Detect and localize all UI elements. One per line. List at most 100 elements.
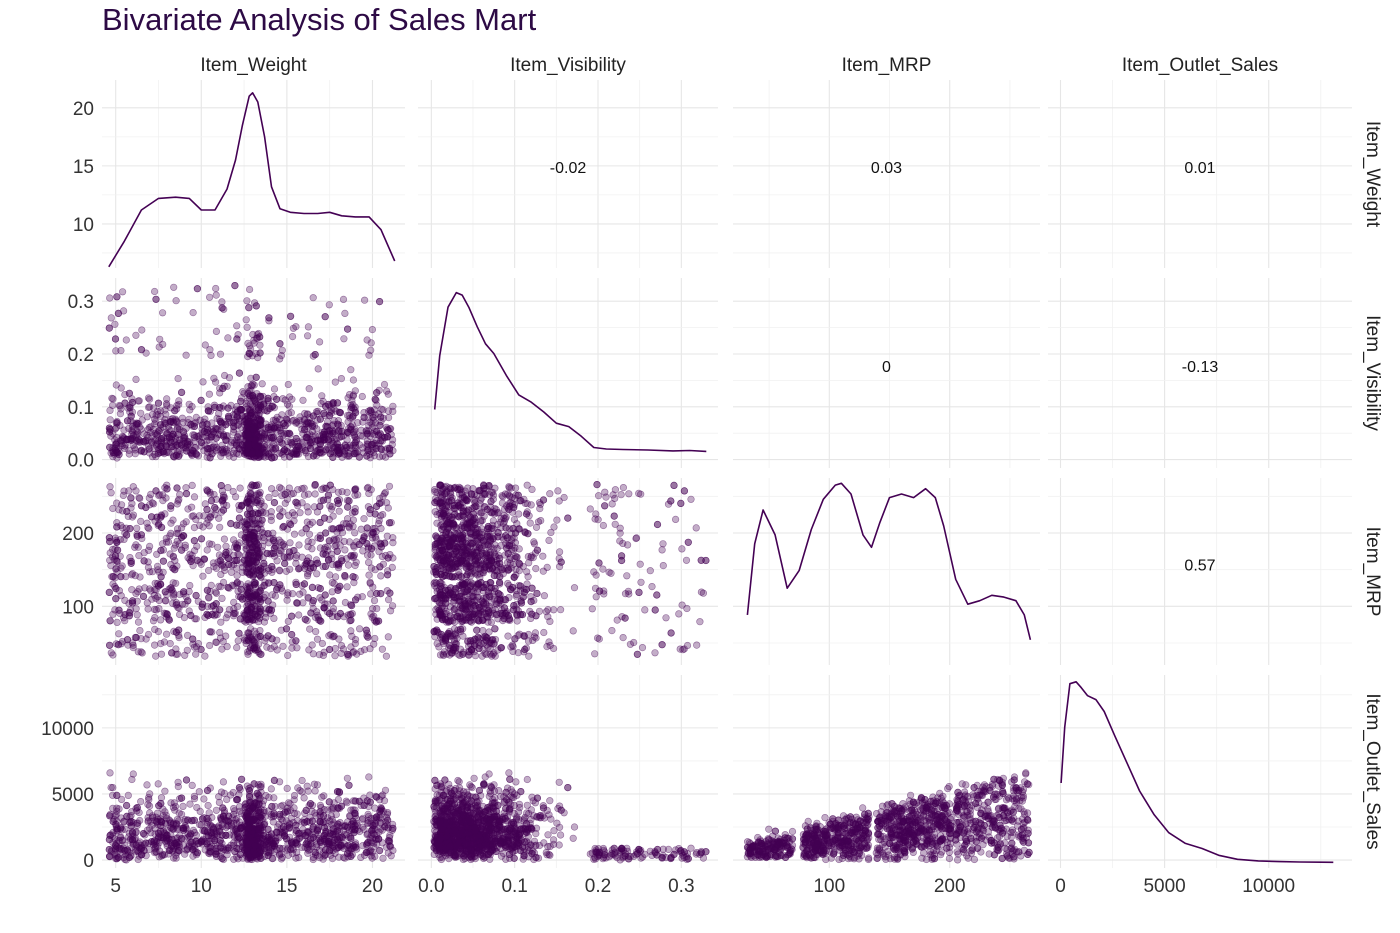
scatter-point xyxy=(290,511,299,519)
scatter-point xyxy=(251,537,259,546)
scatter-point xyxy=(154,399,163,407)
scatter-point xyxy=(641,606,649,614)
scatter-point xyxy=(268,403,276,411)
scatter-point xyxy=(184,597,192,605)
scatter-point xyxy=(193,556,201,564)
scatter-point xyxy=(510,573,518,581)
scatter-point xyxy=(376,421,384,429)
scatter-point xyxy=(231,556,239,565)
scatter-point xyxy=(218,594,226,603)
scatter-point xyxy=(341,546,349,554)
scatter-point xyxy=(205,540,213,548)
scatter-point xyxy=(377,543,385,551)
scatter-point xyxy=(203,487,212,495)
scatter-point xyxy=(204,407,212,415)
scatter-point xyxy=(105,641,114,649)
scatter-point xyxy=(313,436,322,445)
scatter-point xyxy=(594,516,602,524)
scatter-point xyxy=(549,644,558,653)
scatter-point xyxy=(467,490,476,498)
scatter-point xyxy=(203,546,211,554)
scatter-point xyxy=(143,413,151,421)
scatter-point xyxy=(267,508,275,516)
scatter-point xyxy=(111,335,120,343)
scatter-point xyxy=(437,582,445,591)
scatter-point xyxy=(233,335,241,343)
scatter-point xyxy=(109,395,117,403)
scatter-point xyxy=(199,572,207,580)
scatter-point xyxy=(337,641,346,650)
scatter-point xyxy=(113,293,121,301)
scatter-point xyxy=(316,502,324,511)
scatter-point xyxy=(319,430,327,439)
scatter-point xyxy=(123,507,131,516)
scatter-point xyxy=(502,532,510,540)
scatter-point xyxy=(439,509,447,518)
scatter-point xyxy=(166,550,174,558)
scatter-point xyxy=(371,395,379,403)
scatter-point xyxy=(504,566,513,574)
scatter-point xyxy=(237,585,245,593)
scatter-point xyxy=(149,617,158,625)
scatter-point xyxy=(351,529,359,537)
scatter-point xyxy=(285,393,294,401)
scatter-point xyxy=(377,413,385,421)
scatter-point xyxy=(199,523,207,531)
scatter-point xyxy=(263,549,271,558)
scatter-point xyxy=(329,597,337,605)
scatter-point xyxy=(157,573,165,581)
scatter-point xyxy=(292,434,300,443)
scatter-point xyxy=(190,493,199,501)
scatter-point xyxy=(182,490,191,498)
scatter-point xyxy=(129,511,138,519)
scatter-point xyxy=(235,629,243,637)
scatter-point xyxy=(117,347,125,355)
scatter-point xyxy=(344,650,352,658)
scatter-point xyxy=(286,565,294,573)
scatter-point xyxy=(198,600,207,608)
scatter-point xyxy=(526,519,534,527)
scatter-point xyxy=(384,426,392,434)
scatter-point xyxy=(367,590,375,598)
scatter-point xyxy=(212,284,220,293)
scatter-point xyxy=(276,435,284,443)
scatter-point xyxy=(496,554,504,563)
scatter-point xyxy=(206,454,214,462)
scatter-point xyxy=(281,490,289,499)
scatter-point xyxy=(311,490,319,498)
scatter-point xyxy=(377,572,385,580)
scatter-point xyxy=(241,450,249,458)
scatter-point xyxy=(233,643,241,652)
scatter-point xyxy=(458,548,466,557)
scatter-point xyxy=(133,524,141,532)
panel-grid-Item_Weight-Item_Outlet_Sales xyxy=(1048,80,1352,268)
scatter-point xyxy=(152,652,160,660)
scatter-point xyxy=(351,561,359,570)
scatter-point xyxy=(441,571,449,580)
scatter-point xyxy=(135,551,143,560)
scatter-point xyxy=(475,580,483,588)
scatter-point xyxy=(249,330,257,339)
scatter-point xyxy=(546,490,554,498)
scatter-point xyxy=(270,453,279,461)
scatter-point xyxy=(126,404,134,412)
scatter-point xyxy=(215,551,223,559)
scatter-point xyxy=(163,401,171,410)
scatter-point xyxy=(367,346,375,354)
scatter-point xyxy=(158,435,166,443)
scatter-point xyxy=(637,490,645,498)
scatter-point xyxy=(687,495,695,503)
scatter-point xyxy=(671,515,680,524)
scatter-point xyxy=(190,643,198,651)
scatter-point xyxy=(109,504,117,513)
scatter-point xyxy=(531,629,540,637)
scatter-point xyxy=(295,541,303,549)
scatter-point xyxy=(293,599,301,607)
scatter-point xyxy=(330,632,338,640)
scatter-point xyxy=(123,636,132,644)
scatter-point xyxy=(136,626,144,635)
scatter-point xyxy=(197,645,205,654)
scatter-point xyxy=(187,420,195,429)
scatter-point xyxy=(231,282,239,290)
scatter-point xyxy=(265,493,273,502)
